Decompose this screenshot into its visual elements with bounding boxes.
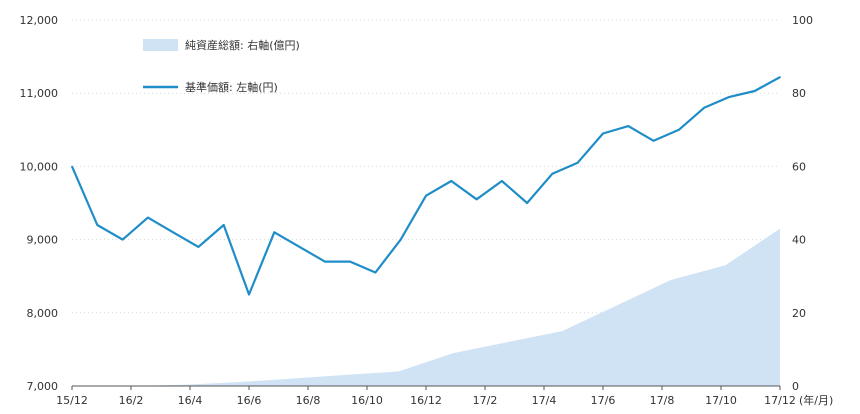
left-tick-label: 8,000: [27, 307, 59, 320]
nav-point: [551, 172, 554, 175]
x-unit-label: (年/月): [799, 393, 833, 407]
right-tick-label: 20: [792, 307, 806, 320]
x-tick-label: 17/8: [650, 394, 675, 407]
nav-point: [678, 129, 680, 131]
right-tick-label: 60: [792, 160, 806, 173]
legend-label-line: 基準価額: 左軸(円): [185, 80, 278, 94]
nav-point: [576, 161, 579, 164]
x-tick-label: 17/2: [473, 394, 498, 407]
nav-point: [753, 90, 756, 92]
right-tick-label: 0: [792, 380, 799, 393]
nav-point: [526, 202, 528, 204]
nav-point: [703, 107, 705, 109]
right-tick-label: 40: [792, 234, 806, 247]
right-axis-ticks: 0 20 40 60 80 100: [792, 14, 813, 393]
x-tick-label: 15/12: [56, 394, 88, 407]
nav-point: [425, 194, 427, 197]
nav-point: [248, 293, 250, 296]
left-tick-label: 12,000: [20, 14, 59, 27]
nav-line-group: [70, 76, 781, 296]
left-tick-label: 10,000: [20, 160, 59, 173]
nav-point: [349, 260, 351, 263]
x-tick-label: 17/12: [764, 394, 796, 407]
nav-point: [399, 238, 402, 241]
x-tick-label: 16/6: [237, 394, 262, 407]
right-tick-label: 100: [792, 14, 813, 27]
nav-point: [71, 165, 73, 168]
nav-point: [96, 224, 99, 226]
nav-point: [475, 198, 478, 201]
nav-point: [374, 271, 377, 274]
left-tick-label: 11,000: [20, 87, 59, 100]
left-tick-label: 9,000: [27, 234, 59, 247]
x-tick-label: 16/8: [296, 394, 321, 407]
nav-point: [627, 125, 630, 127]
nav-point: [298, 246, 301, 248]
legend: 純資産総額: 右軸(億円) 基準価額: 左軸(円): [143, 38, 300, 94]
x-axis-ticks: 15/12 16/2 16/4 16/6 16/8 16/10 16/12 17/2 17/4 1…: [56, 386, 833, 407]
legend-label-area: 純資産総額: 右軸(億円): [185, 38, 300, 52]
x-tick-label: 16/12: [410, 394, 442, 407]
x-tick-label: 16/4: [178, 394, 203, 407]
nav-point: [121, 238, 124, 241]
x-tick-label: 17/10: [705, 394, 737, 407]
nav-point: [779, 76, 781, 78]
net-assets-area-group: [72, 228, 780, 386]
nav-point: [652, 140, 655, 142]
nav-point: [273, 231, 276, 234]
legend-swatch-area: [143, 39, 178, 51]
left-tick-label: 7,000: [27, 380, 59, 393]
x-tick-label: 17/4: [532, 394, 557, 407]
nav-point: [450, 180, 453, 182]
nav-point: [172, 231, 174, 234]
left-axis-ticks: 7,000 8,000 9,000 10,000 11,000 12,000: [20, 14, 59, 393]
net-assets-area: [72, 228, 780, 386]
nav-point: [197, 246, 200, 248]
nav-point: [728, 96, 731, 98]
nav-line: [70, 76, 781, 296]
x-tick-label: 16/10: [351, 394, 383, 407]
x-tick-label: 17/6: [591, 394, 616, 407]
nav-point: [222, 224, 225, 226]
nav-point: [324, 260, 326, 263]
nav-point: [147, 216, 149, 219]
nav-point: [602, 132, 604, 135]
right-tick-label: 80: [792, 87, 806, 100]
x-tick-label: 16/2: [119, 394, 144, 407]
nav-point: [501, 180, 503, 182]
